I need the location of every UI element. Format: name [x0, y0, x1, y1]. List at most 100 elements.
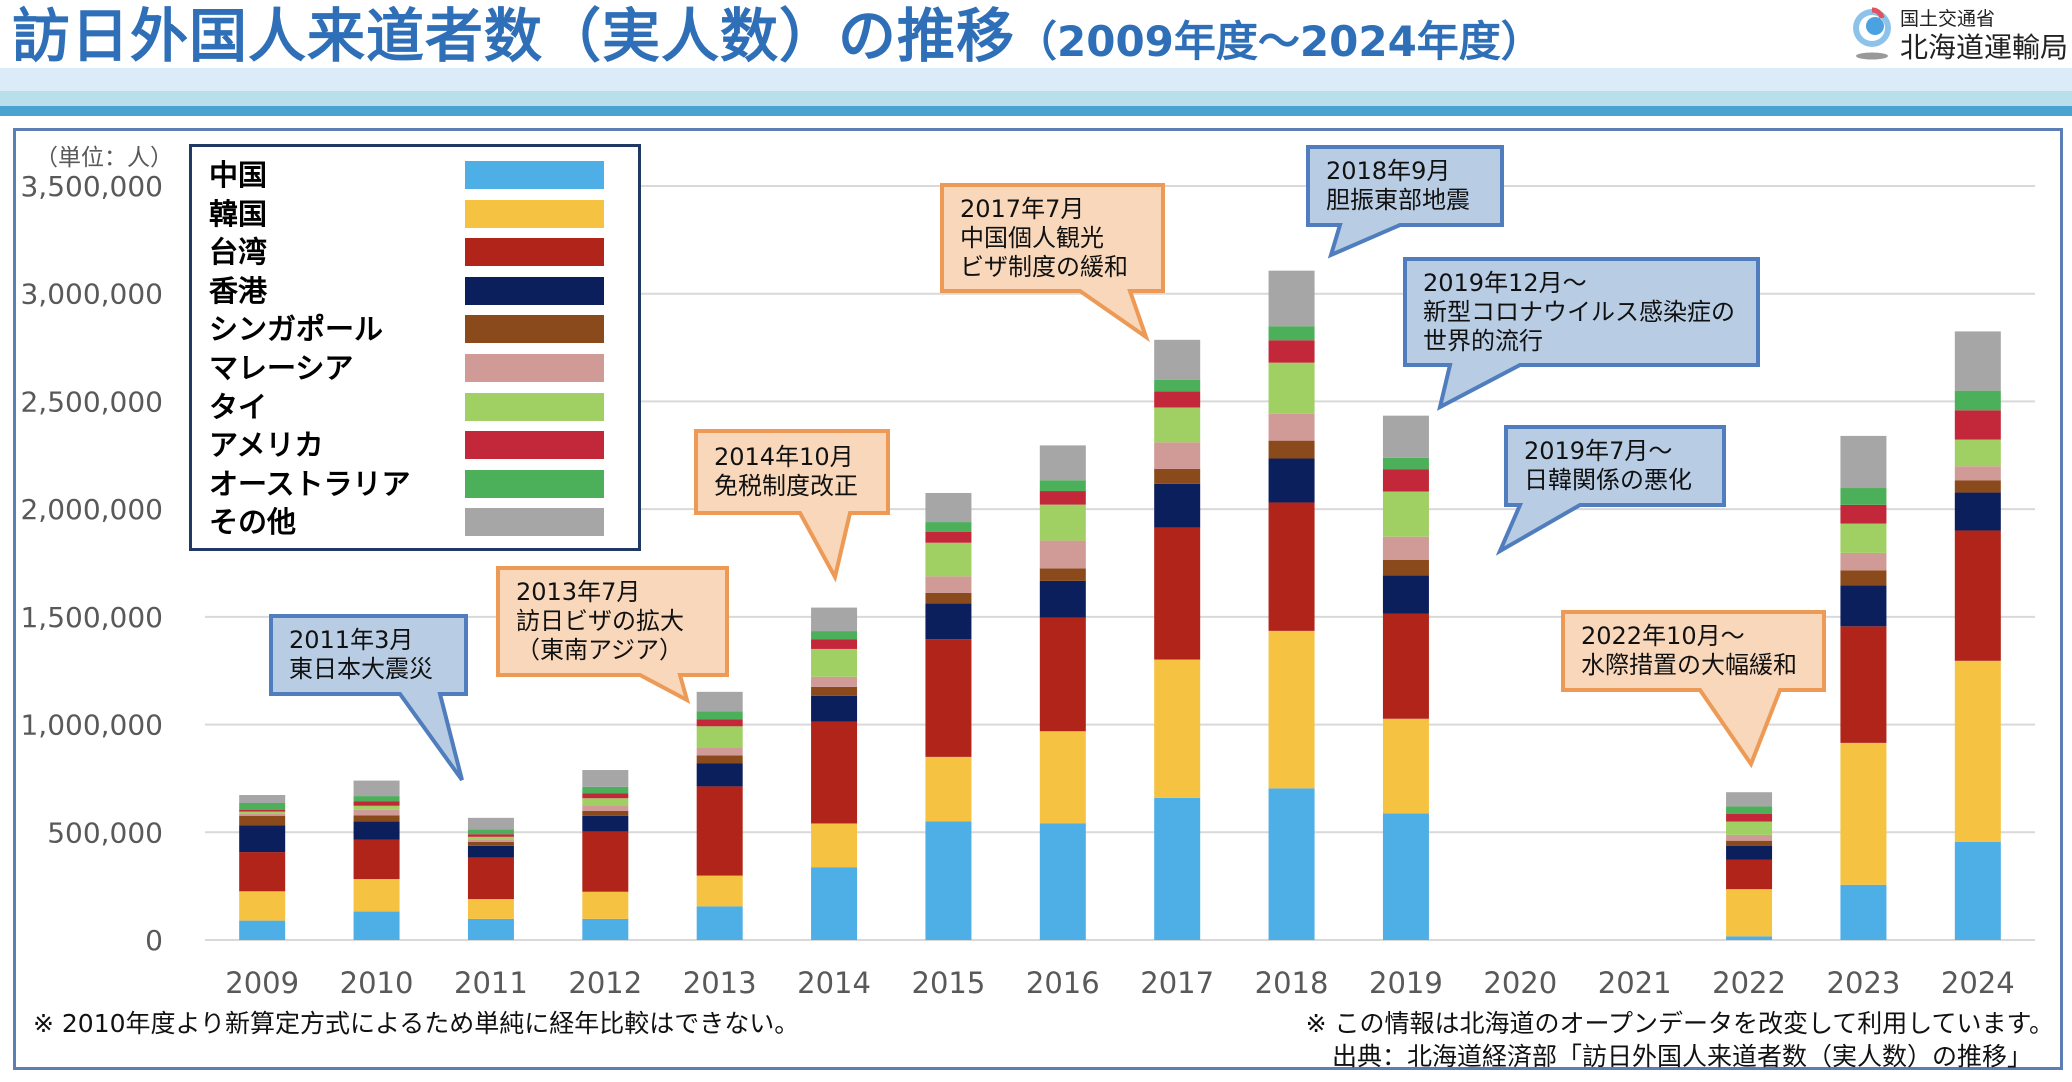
legend-item: シンガポール	[209, 313, 629, 345]
bar-segment-2014-3	[811, 695, 858, 722]
bar-segment-2017-9	[1154, 339, 1201, 380]
bar-segment-2015-2	[925, 639, 972, 757]
x-tick-label: 2022	[1712, 966, 1786, 1000]
annotation-line: 2017年7月	[960, 194, 1085, 223]
bar-segment-2016-2	[1039, 617, 1086, 732]
legend-item: 香港	[209, 275, 629, 307]
x-tick-label: 2009	[225, 966, 299, 1000]
bar-segment-2015-0	[925, 821, 972, 940]
annotation-text: 2019年7月～ 日韓関係の悪化	[1524, 437, 1692, 495]
annotation-text: 2019年12月～ 新型コロナウイルス感染症の 世界的流行	[1423, 269, 1735, 356]
bar-segment-2018-5	[1268, 413, 1315, 441]
annotation-callout	[1306, 145, 1504, 259]
bar-segment-2022-1	[1726, 889, 1773, 937]
bar-segment-2018-2	[1268, 502, 1315, 631]
bar-segment-2022-4	[1726, 840, 1773, 846]
x-tick-label: 2013	[683, 966, 757, 1000]
bar-segment-2014-8	[811, 631, 858, 640]
bar-segment-2024-8	[1954, 390, 2001, 411]
annotation-line: 免税制度改正	[714, 472, 858, 500]
bar-segment-2015-3	[925, 603, 972, 640]
bar-segment-2011-9	[467, 817, 514, 830]
bar-segment-2009-8	[239, 802, 286, 810]
logo-bureau: 北海道運輸局	[1900, 31, 2069, 64]
bar-segment-2019-2	[1382, 613, 1429, 719]
annotation-line: 訪日ビザの拡大	[516, 607, 684, 635]
bar-segment-2009-9	[239, 795, 286, 803]
note-source: 出典：北海道経済部「訪日外国人来道者数（実人数）の推移」	[1331, 1042, 2032, 1071]
bar-segment-2017-8	[1154, 379, 1201, 392]
legend-swatch	[465, 431, 604, 460]
bar-segment-2016-3	[1039, 580, 1086, 618]
legend-item: 韓国	[209, 198, 629, 230]
legend-label: 台湾	[209, 235, 268, 270]
annotation-line: 新型コロナウイルス感染症の	[1423, 297, 1735, 326]
bar-segment-2022-8	[1726, 806, 1773, 814]
bar-segment-2016-4	[1039, 568, 1086, 581]
legend-label: シンガポール	[209, 312, 384, 347]
bar-segment-2018-0	[1268, 788, 1315, 940]
bar-segment-2018-8	[1268, 326, 1315, 341]
legend-item: タイ	[209, 391, 629, 423]
bar-segment-2019-4	[1382, 559, 1429, 576]
annotation-text: 2018年9月 胆振東部地震	[1326, 157, 1470, 215]
bar-segment-2023-8	[1840, 488, 1887, 505]
bar-segment-2024-4	[1954, 480, 2001, 493]
header-band-mid	[0, 91, 2072, 106]
bar-segment-2017-3	[1154, 483, 1201, 528]
x-tick-label: 2024	[1941, 966, 2015, 1000]
y-tick-label: 2,000,000	[20, 493, 163, 526]
annotation-line: 2018年9月	[1326, 157, 1451, 185]
bar-segment-2017-2	[1154, 527, 1201, 660]
bar-segment-2013-9	[696, 691, 743, 712]
bar-segment-2012-1	[582, 891, 629, 919]
bar-segment-2019-9	[1382, 415, 1429, 458]
bar-segment-2023-6	[1840, 523, 1887, 553]
annotation-callout	[496, 566, 729, 704]
annotation-text: 2017年7月 中国個人観光 ビザ制度の緩和	[960, 195, 1128, 282]
bar-segment-2017-7	[1154, 391, 1201, 408]
bar-segment-2023-4	[1840, 570, 1887, 586]
x-tick-label: 2020	[1483, 966, 1557, 1000]
bar-segment-2009-4	[239, 815, 286, 826]
bar-segment-2009-0	[239, 920, 286, 940]
bar-segment-2012-0	[582, 918, 629, 940]
bar-segment-2012-3	[582, 815, 629, 832]
header-band-light	[0, 68, 2072, 91]
bar-segment-2014-0	[811, 867, 858, 940]
annotation-callout	[940, 183, 1165, 343]
bar-segment-2024-9	[1954, 331, 2001, 391]
x-tick-label: 2017	[1140, 966, 1214, 1000]
bar-segment-2011-8	[467, 829, 514, 835]
logo-emblem-icon	[1853, 7, 1891, 60]
legend-item: 台湾	[209, 236, 629, 268]
bar-segment-2017-4	[1154, 468, 1201, 484]
bar-segment-2022-5	[1726, 834, 1773, 841]
bar-segment-2015-5	[925, 576, 972, 593]
bar-segment-2012-2	[582, 831, 629, 892]
note-open-data: ※ この情報は北海道のオープンデータを改変して利用しています。	[1305, 1009, 2054, 1038]
legend-item: オーストラリア	[209, 468, 629, 500]
legend-swatch	[465, 199, 604, 228]
annotation-line: ビザ制度の緩和	[960, 252, 1128, 281]
y-tick-label: 3,500,000	[20, 170, 163, 203]
legend-label: 中国	[209, 158, 268, 192]
x-tick-label: 2010	[340, 966, 414, 1000]
bar-segment-2009-1	[239, 891, 286, 921]
bar-segment-2011-3	[467, 845, 514, 858]
bar-segment-2010-1	[353, 879, 400, 912]
bar-segment-2009-2	[239, 852, 286, 892]
y-tick-label: 0	[145, 924, 163, 957]
bar-segment-2011-0	[467, 918, 514, 940]
legend-label: マレーシア	[209, 351, 354, 385]
y-tick-label: 1,500,000	[20, 601, 163, 634]
bar-segment-2016-9	[1039, 445, 1086, 481]
x-tick-label: 2012	[568, 966, 642, 1000]
legend-swatch	[465, 315, 604, 344]
bar-segment-2018-4	[1268, 440, 1315, 459]
bar-segment-2022-9	[1726, 792, 1773, 807]
legend: 中国 韓国 台湾 香港 シンガポール マレーシア タイ アメリカ オーストラリア その他	[189, 144, 641, 551]
legend-item: その他	[209, 506, 629, 538]
bar-segment-2013-7	[696, 719, 743, 727]
bar-segment-2009-6	[239, 811, 286, 814]
